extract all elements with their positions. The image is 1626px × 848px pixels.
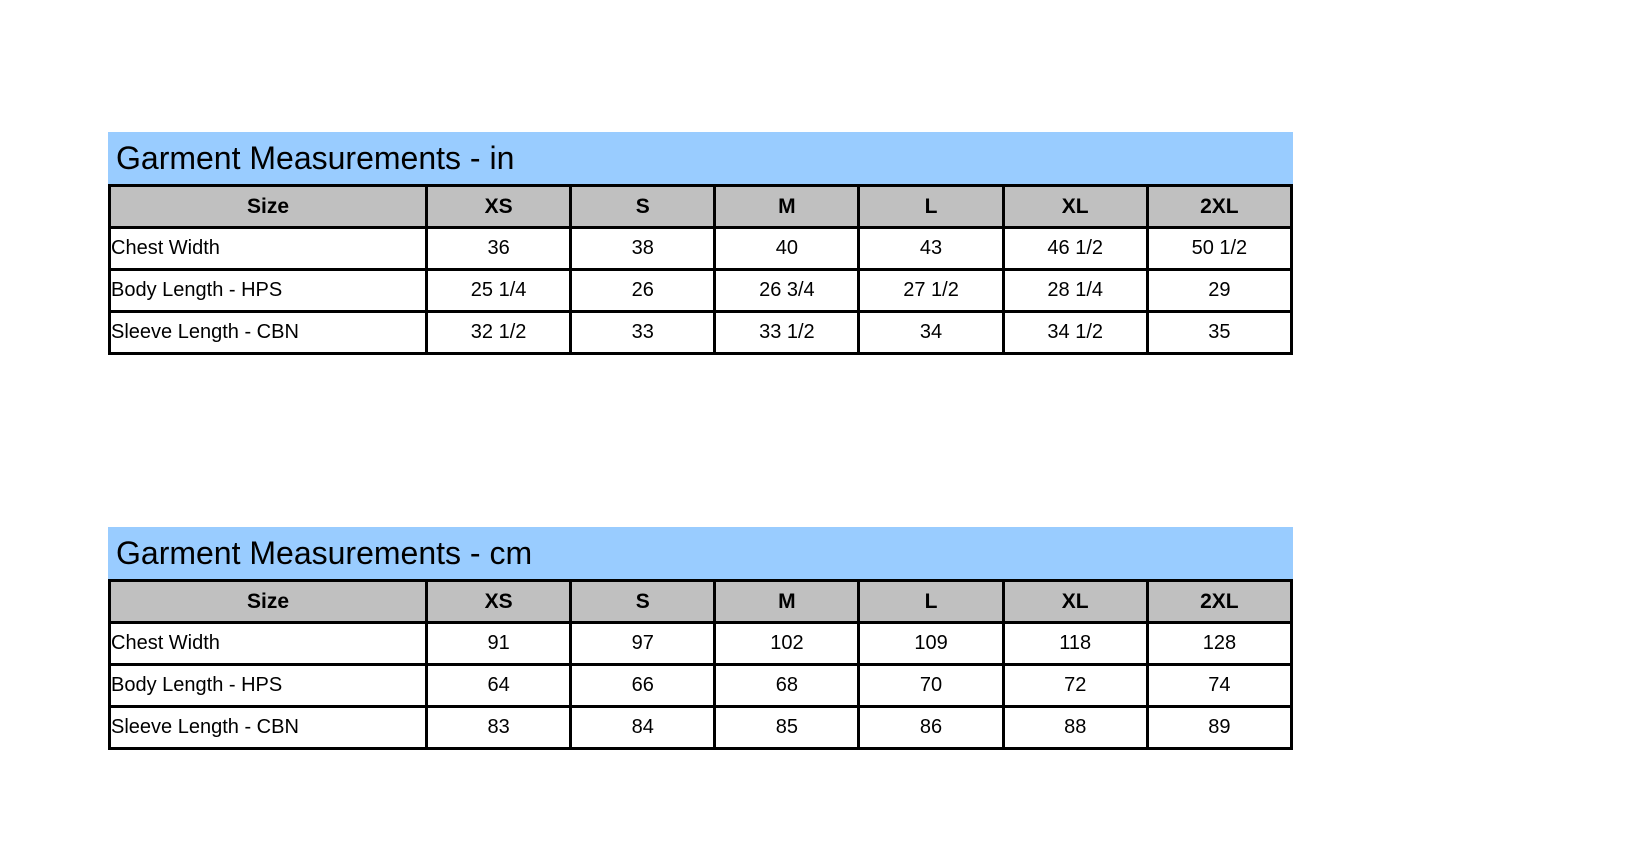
measurement-value: 68 — [713, 663, 861, 708]
measurement-row: Body Length - HPS 64 66 68 70 72 74 — [108, 663, 1294, 708]
measurement-value: 32 1/2 — [424, 310, 573, 355]
measurement-value: 28 1/4 — [1001, 268, 1149, 313]
measurement-value: 72 — [1001, 663, 1149, 708]
measurement-value: 46 1/2 — [1001, 226, 1149, 271]
measurement-value: 70 — [857, 663, 1005, 708]
measurement-value: 74 — [1145, 663, 1294, 708]
size-header-cell: Size — [108, 184, 428, 229]
size-column-header-m: M — [713, 184, 861, 229]
measurement-value: 33 — [569, 310, 717, 355]
measurements-table-cm: Size XS S M L XL 2XL Chest Width 91 97 102 109 118 12… — [108, 579, 1294, 750]
measurement-value: 34 1/2 — [1001, 310, 1149, 355]
size-column-header-m: M — [713, 579, 861, 624]
measurement-value: 85 — [713, 705, 861, 750]
measurement-value: 43 — [857, 226, 1005, 271]
measurement-label: Chest Width — [108, 226, 428, 271]
measurement-value: 128 — [1145, 621, 1294, 666]
measurement-value: 89 — [1145, 705, 1294, 750]
size-header-cell: Size — [108, 579, 428, 624]
measurement-value: 66 — [569, 663, 717, 708]
table-title-in: Garment Measurements - in — [108, 132, 1293, 184]
measurement-value: 50 1/2 — [1145, 226, 1294, 271]
measurement-value: 88 — [1001, 705, 1149, 750]
measurement-value: 84 — [569, 705, 717, 750]
size-column-header-l: L — [857, 184, 1005, 229]
measurement-value: 40 — [713, 226, 861, 271]
measurement-label: Body Length - HPS — [108, 663, 428, 708]
garment-measurements-cm-section: Garment Measurements - cm Size XS S M L XL 2XL C… — [108, 527, 1294, 750]
header-row: Size XS S M L XL 2XL — [108, 579, 1294, 624]
size-column-header-2xl: 2XL — [1145, 579, 1294, 624]
size-column-header-s: S — [569, 579, 717, 624]
measurement-label: Sleeve Length - CBN — [108, 310, 428, 355]
measurement-value: 97 — [569, 621, 717, 666]
size-column-header-s: S — [569, 184, 717, 229]
table-title-cm: Garment Measurements - cm — [108, 527, 1293, 579]
measurement-label: Sleeve Length - CBN — [108, 705, 428, 750]
measurement-value: 26 — [569, 268, 717, 313]
measurement-value: 118 — [1001, 621, 1149, 666]
header-row: Size XS S M L XL 2XL — [108, 184, 1294, 229]
measurement-value: 109 — [857, 621, 1005, 666]
measurement-value: 25 1/4 — [424, 268, 573, 313]
measurement-row: Sleeve Length - CBN 83 84 85 86 88 89 — [108, 705, 1294, 750]
measurement-row: Chest Width 91 97 102 109 118 128 — [108, 621, 1294, 666]
size-column-header-l: L — [857, 579, 1005, 624]
measurements-table-in: Size XS S M L XL 2XL Chest Width 36 38 40 43 46 1/2 5… — [108, 184, 1294, 355]
size-column-header-2xl: 2XL — [1145, 184, 1294, 229]
measurement-value: 35 — [1145, 310, 1294, 355]
measurement-value: 26 3/4 — [713, 268, 861, 313]
measurement-value: 64 — [424, 663, 573, 708]
measurement-value: 27 1/2 — [857, 268, 1005, 313]
measurement-value: 29 — [1145, 268, 1294, 313]
measurement-value: 91 — [424, 621, 573, 666]
measurement-label: Body Length - HPS — [108, 268, 428, 313]
measurement-value: 38 — [569, 226, 717, 271]
garment-measurements-in-section: Garment Measurements - in Size XS S M L XL 2XL C… — [108, 132, 1294, 355]
measurement-row: Chest Width 36 38 40 43 46 1/2 50 1/2 — [108, 226, 1294, 271]
measurement-row: Sleeve Length - CBN 32 1/2 33 33 1/2 34 34 1/… — [108, 310, 1294, 355]
measurement-value: 34 — [857, 310, 1005, 355]
measurement-value: 83 — [424, 705, 573, 750]
measurement-value: 86 — [857, 705, 1005, 750]
size-column-header-xl: XL — [1001, 579, 1149, 624]
measurement-label: Chest Width — [108, 621, 428, 666]
size-column-header-xs: XS — [424, 579, 573, 624]
measurement-row: Body Length - HPS 25 1/4 26 26 3/4 27 1/2 28 … — [108, 268, 1294, 313]
measurement-value: 36 — [424, 226, 573, 271]
measurement-value: 33 1/2 — [713, 310, 861, 355]
measurement-value: 102 — [713, 621, 861, 666]
size-column-header-xs: XS — [424, 184, 573, 229]
size-column-header-xl: XL — [1001, 184, 1149, 229]
